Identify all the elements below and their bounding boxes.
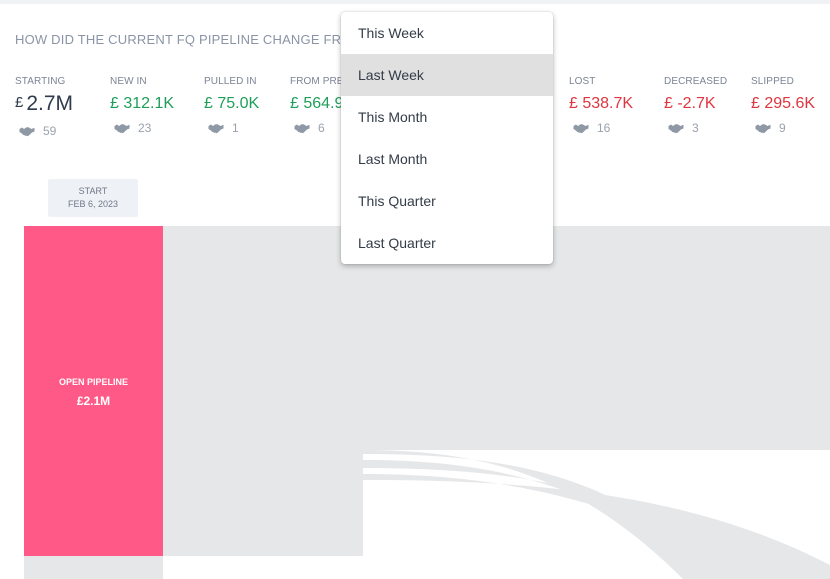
metric-pulled-in[interactable]: PULLED IN £ 75.0K 1 — [204, 76, 259, 135]
start-date: FEB 6, 2023 — [67, 199, 119, 209]
report-title: HOW DID THE CURRENT FQ PIPELINE CHANGE F… — [15, 32, 363, 47]
metric-label: DECREASED — [664, 76, 728, 87]
open-pipeline-label: OPEN PIPELINE — [58, 377, 129, 387]
option-last-quarter[interactable]: Last Quarter — [358, 235, 436, 251]
metric-from-prev[interactable]: FROM PREV £ 564.9 6 — [290, 76, 350, 135]
pipeline-bar-lower — [24, 556, 163, 579]
handshake-icon — [19, 126, 35, 137]
handshake-icon — [294, 123, 310, 134]
option-this-month[interactable]: This Month — [358, 109, 428, 125]
handshake-icon — [208, 123, 224, 134]
metric-value: £ 538.7K — [569, 95, 634, 112]
deal-count: 9 — [751, 121, 815, 135]
option-this-week[interactable]: This Week — [358, 25, 424, 41]
metric-decreased[interactable]: DECREASED £ -2.7K 3 — [664, 76, 727, 135]
metric-label: NEW IN — [110, 76, 147, 87]
metric-value: £ 564.9 — [290, 95, 344, 112]
period-dropdown-menu[interactable]: This Week Last Week This Month Last Mont… — [341, 12, 553, 264]
option-last-week[interactable]: Last Week — [341, 54, 553, 96]
metric-label: LOST — [569, 76, 596, 87]
deal-count: 1 — [204, 121, 259, 135]
metric-label: FROM PREV — [290, 76, 351, 87]
handshake-icon — [668, 123, 684, 134]
metric-label: SLIPPED — [751, 76, 794, 87]
deal-count: 6 — [290, 121, 350, 135]
handshake-icon — [114, 123, 130, 134]
start-label: START — [78, 186, 108, 196]
option-last-month[interactable]: Last Month — [358, 151, 428, 167]
handshake-icon — [755, 123, 771, 134]
option-this-quarter[interactable]: This Quarter — [358, 193, 436, 209]
deal-count: 59 — [15, 124, 73, 138]
start-date-chip: START FEB 6, 2023 — [48, 179, 138, 217]
metric-value: £ -2.7K — [664, 95, 716, 112]
pipeline-flows — [363, 450, 830, 579]
flow-path — [363, 474, 830, 579]
flow-path — [363, 460, 763, 579]
pipeline-flow-band-lower — [163, 450, 363, 556]
deal-count: 3 — [664, 121, 727, 135]
flow-path — [363, 450, 723, 579]
metric-label: PULLED IN — [204, 76, 257, 87]
deal-count: 16 — [569, 121, 633, 135]
metric-value: £ 295.6K — [751, 95, 816, 112]
metric-value: £ 312.1K — [110, 95, 175, 112]
metric-value: £2.7M — [15, 92, 74, 115]
metric-label: STARTING — [15, 76, 66, 87]
metric-value: £ 75.0K — [204, 95, 260, 112]
metric-slipped[interactable]: SLIPPED £ 295.6K 9 — [751, 76, 815, 135]
open-pipeline-bar[interactable]: OPEN PIPELINE £2.1M — [24, 226, 163, 556]
metric-starting[interactable]: STARTING £2.7M 59 — [15, 76, 73, 138]
metric-new-in[interactable]: NEW IN £ 312.1K 23 — [110, 76, 174, 135]
open-pipeline-value: £2.1M — [76, 394, 111, 408]
metric-lost[interactable]: LOST £ 538.7K 16 — [569, 76, 633, 135]
top-bar — [0, 0, 830, 4]
deal-count: 23 — [110, 121, 174, 135]
handshake-icon — [573, 123, 589, 134]
